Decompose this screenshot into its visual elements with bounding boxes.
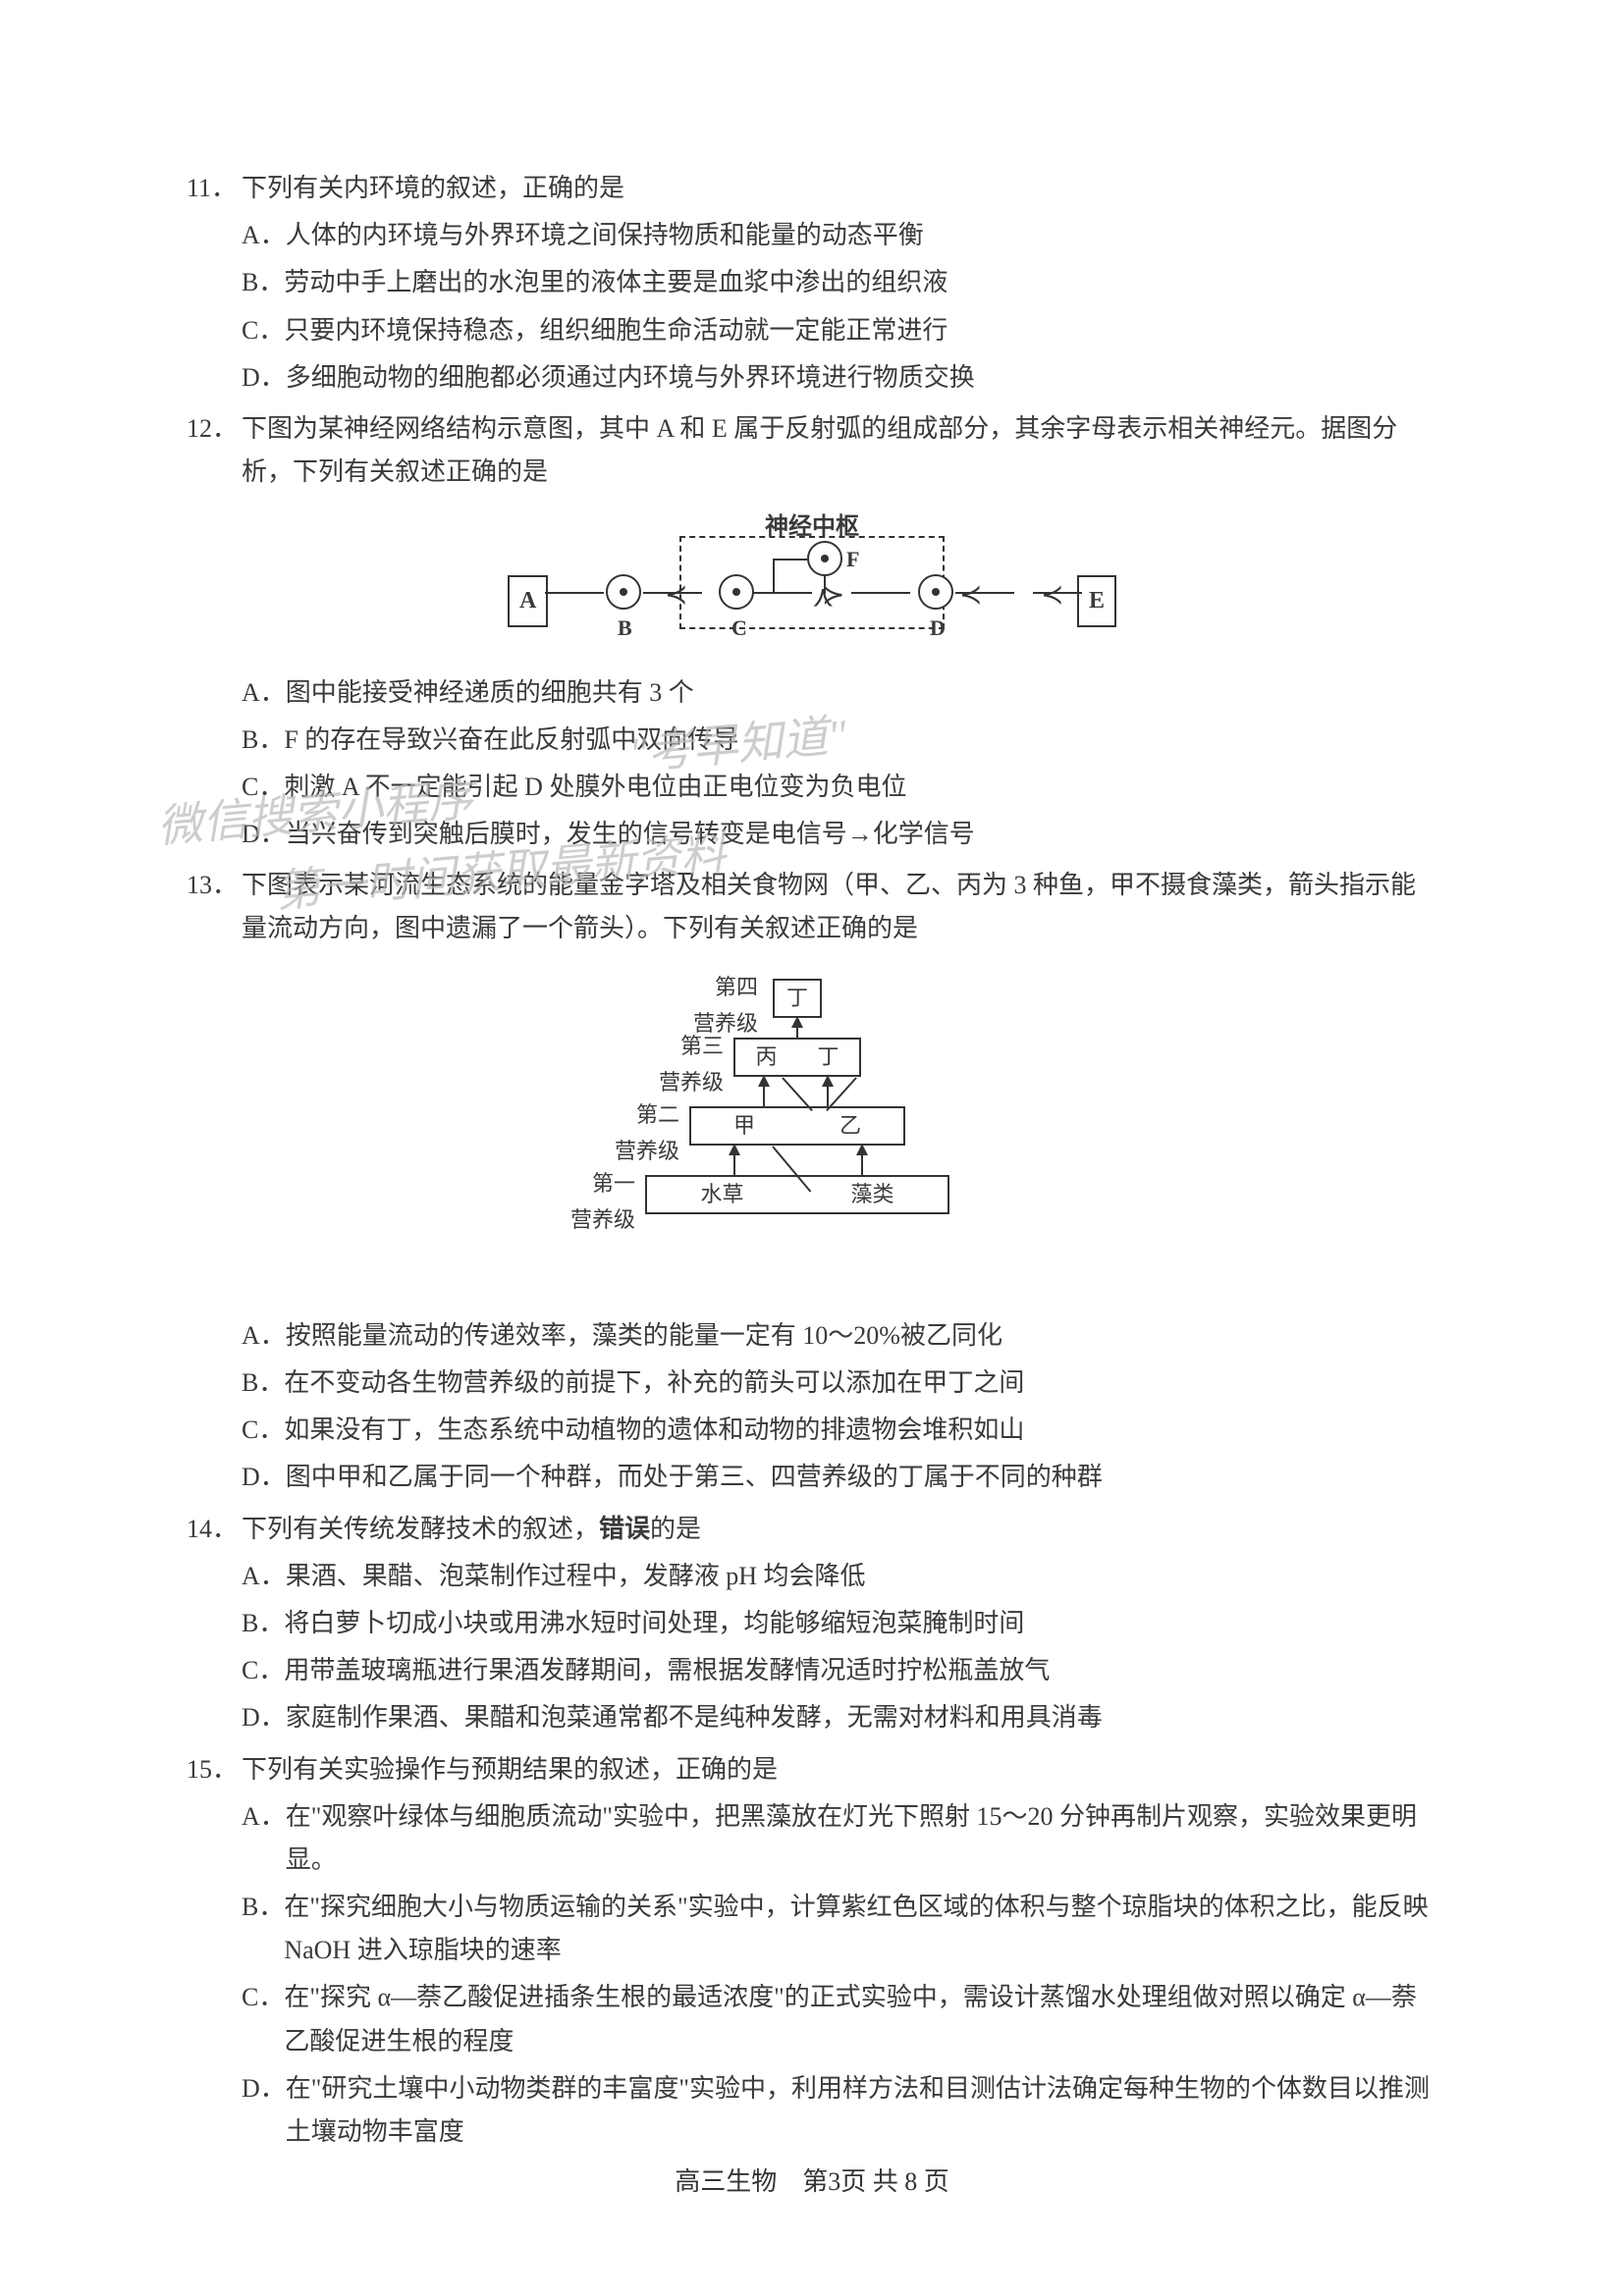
options-list: A． 果酒、果醋、泡菜制作过程中，发酵液 pH 均会降低 B． 将白萝卜切成小块… bbox=[242, 1555, 1437, 1740]
option-c: C． 用带盖玻璃瓶进行果酒发酵期间，需根据发酵情况适时拧松瓶盖放气 bbox=[242, 1649, 1437, 1692]
level-2-label: 第二 营养级 bbox=[601, 1096, 679, 1170]
question-11: 11． 下列有关内环境的叙述，正确的是 A． 人体的内环境与外界环境之间保持物质… bbox=[187, 167, 1437, 400]
option-d: D． 当兴奋传到突触后膜时，发生的信号转变是电信号→化学信号 bbox=[242, 813, 1437, 856]
arrow-icon bbox=[856, 1144, 868, 1155]
option-b: B． 在不变动各生物营养级的前提下，补充的箭头可以添加在甲丁之间 bbox=[242, 1362, 1437, 1405]
neural-neuron-b bbox=[606, 574, 641, 610]
option-d: D． 在"研究土壤中小动物类群的丰富度"实验中，利用样方法和目测估计法确定每种生… bbox=[242, 2067, 1437, 2154]
neural-label-d: D bbox=[930, 610, 946, 646]
option-b: B． 劳动中手上磨出的水泡里的液体主要是血浆中渗出的组织液 bbox=[242, 261, 1437, 304]
footer-page: 第3页 共 8 页 bbox=[802, 2167, 949, 2196]
option-b: B． F 的存在导致兴奋在此反射弧中双向传导 bbox=[242, 719, 1437, 762]
neural-diagram: 神经中枢 A E B C F bbox=[187, 511, 1437, 653]
level-3-label: 第三 营养级 bbox=[645, 1028, 724, 1101]
option-d: D． 多细胞动物的细胞都必须通过内环境与外界环境进行物质交换 bbox=[242, 356, 1437, 400]
species-bing: 丙 bbox=[755, 1039, 777, 1075]
arrow-icon bbox=[729, 1144, 740, 1155]
arrow-icon bbox=[791, 1016, 803, 1028]
option-a: A． 按照能量流动的传递效率，藻类的能量一定有 10～20%被乙同化 bbox=[242, 1314, 1437, 1358]
level-1: 水草 藻类 bbox=[645, 1175, 949, 1214]
question-number: 13． bbox=[187, 864, 242, 907]
question-number: 15． bbox=[187, 1748, 242, 1791]
neural-label-b: B bbox=[618, 610, 632, 646]
neural-label-f: F bbox=[846, 541, 859, 577]
species-water-grass: 水草 bbox=[700, 1176, 743, 1212]
synapse-icon: ≻ bbox=[800, 586, 847, 609]
option-d: D． 家庭制作果酒、果醋和泡菜通常都不是纯种发酵，无需对材料和用具消毒 bbox=[242, 1696, 1437, 1739]
option-a: A． 图中能接受神经递质的细胞共有 3 个 bbox=[242, 671, 1437, 715]
question-number: 12． bbox=[187, 407, 242, 451]
neural-node-a: A bbox=[508, 575, 548, 627]
option-c: C． 如果没有丁，生态系统中动植物的遗体和动物的排遗物会堆积如山 bbox=[242, 1409, 1437, 1452]
species-algae: 藻类 bbox=[850, 1176, 893, 1212]
arrow-icon bbox=[822, 1075, 834, 1087]
question-14: 14． 下列有关传统发酵技术的叙述，错误的是 A． 果酒、果醋、泡菜制作过程中，… bbox=[187, 1508, 1437, 1740]
exam-page: 11． 下列有关内环境的叙述，正确的是 A． 人体的内环境与外界环境之间保持物质… bbox=[0, 0, 1624, 2296]
question-text: 下列有关传统发酵技术的叙述，错误的是 bbox=[242, 1508, 1437, 1551]
option-d: D． 图中甲和乙属于同一个种群，而处于第三、四营养级的丁属于不同的种群 bbox=[242, 1456, 1437, 1499]
page-footer: 高三生物 第3页 共 8 页 bbox=[0, 2162, 1624, 2198]
option-a: A． 在"观察叶绿体与细胞质流动"实验中，把黑藻放在灯光下照射 15～20 分钟… bbox=[242, 1795, 1437, 1882]
question-stem: 14． 下列有关传统发酵技术的叙述，错误的是 bbox=[187, 1508, 1437, 1551]
options-list: A． 图中能接受神经递质的细胞共有 3 个 B． F 的存在导致兴奋在此反射弧中… bbox=[242, 671, 1437, 857]
question-number: 11． bbox=[187, 167, 242, 210]
option-b: B． 将白萝卜切成小块或用沸水短时间处理，均能够缩短泡菜腌制时间 bbox=[242, 1602, 1437, 1645]
species-yi: 乙 bbox=[839, 1107, 861, 1144]
question-text: 下列有关内环境的叙述，正确的是 bbox=[242, 167, 1437, 210]
question-text: 下列有关实验操作与预期结果的叙述，正确的是 bbox=[242, 1748, 1437, 1791]
species-ding: 丁 bbox=[817, 1039, 839, 1075]
level-3: 丙 丁 bbox=[733, 1038, 861, 1077]
question-text: 下图表示某河流生态系统的能量金字塔及相关食物网（甲、乙、丙为 3 种鱼，甲不摄食… bbox=[242, 864, 1437, 950]
level-4: 丁 bbox=[773, 979, 822, 1018]
pyramid-diagram: 第四 营养级 丁 第三 营养级 丙 丁 第二 营养级 甲 乙 第一 营养级 bbox=[187, 969, 1437, 1297]
question-number: 14． bbox=[187, 1508, 242, 1551]
option-b: B． 在"探究细胞大小与物质运输的关系"实验中，计算紫红色区域的体积与整个琼脂块… bbox=[242, 1886, 1437, 1972]
question-15: 15． 下列有关实验操作与预期结果的叙述，正确的是 A． 在"观察叶绿体与细胞质… bbox=[187, 1748, 1437, 2155]
arrow-icon bbox=[758, 1075, 770, 1087]
synapse-icon: ≺ bbox=[1041, 572, 1063, 619]
question-stem: 11． 下列有关内环境的叙述，正确的是 bbox=[187, 167, 1437, 210]
question-text: 下图为某神经网络结构示意图，其中 A 和 E 属于反射弧的组成部分，其余字母表示… bbox=[242, 407, 1437, 494]
option-c: C． 刺激 A 不一定能引起 D 处膜外电位由正电位变为负电位 bbox=[242, 766, 1437, 809]
synapse-icon: ≺ bbox=[959, 572, 982, 619]
options-list: A． 按照能量流动的传递效率，藻类的能量一定有 10～20%被乙同化 B． 在不… bbox=[242, 1314, 1437, 1500]
options-list: A． 在"观察叶绿体与细胞质流动"实验中，把黑藻放在灯光下照射 15～20 分钟… bbox=[242, 1795, 1437, 2155]
species-jia: 甲 bbox=[733, 1107, 755, 1144]
level-1-label: 第一 营养级 bbox=[557, 1165, 635, 1239]
option-c: C． 在"探究 α—萘乙酸促进插条生根的最适浓度"的正式实验中，需设计蒸馏水处理… bbox=[242, 1976, 1437, 2062]
option-a: A． 人体的内环境与外界环境之间保持物质和能量的动态平衡 bbox=[242, 214, 1437, 257]
neural-neuron-d bbox=[918, 574, 953, 610]
question-stem: 15． 下列有关实验操作与预期结果的叙述，正确的是 bbox=[187, 1748, 1437, 1791]
neural-node-e: E bbox=[1077, 575, 1116, 627]
neural-label-c: C bbox=[731, 610, 747, 646]
question-stem: 13． 下图表示某河流生态系统的能量金字塔及相关食物网（甲、乙、丙为 3 种鱼，… bbox=[187, 864, 1437, 950]
synapse-icon: ≺ bbox=[665, 572, 687, 619]
level-2: 甲 乙 bbox=[689, 1106, 905, 1146]
question-13: 13． 下图表示某河流生态系统的能量金字塔及相关食物网（甲、乙、丙为 3 种鱼，… bbox=[187, 864, 1437, 1499]
footer-subject: 高三生物 bbox=[675, 2167, 777, 2196]
options-list: A． 人体的内环境与外界环境之间保持物质和能量的动态平衡 B． 劳动中手上磨出的… bbox=[242, 214, 1437, 400]
species-ding: 丁 bbox=[786, 980, 808, 1016]
option-a: A． 果酒、果醋、泡菜制作过程中，发酵液 pH 均会降低 bbox=[242, 1555, 1437, 1598]
option-c: C． 只要内环境保持稳态，组织细胞生命活动就一定能正常进行 bbox=[242, 309, 1437, 352]
question-stem: 12． 下图为某神经网络结构示意图，其中 A 和 E 属于反射弧的组成部分，其余… bbox=[187, 407, 1437, 494]
question-12: 12． 下图为某神经网络结构示意图，其中 A 和 E 属于反射弧的组成部分，其余… bbox=[187, 407, 1437, 856]
